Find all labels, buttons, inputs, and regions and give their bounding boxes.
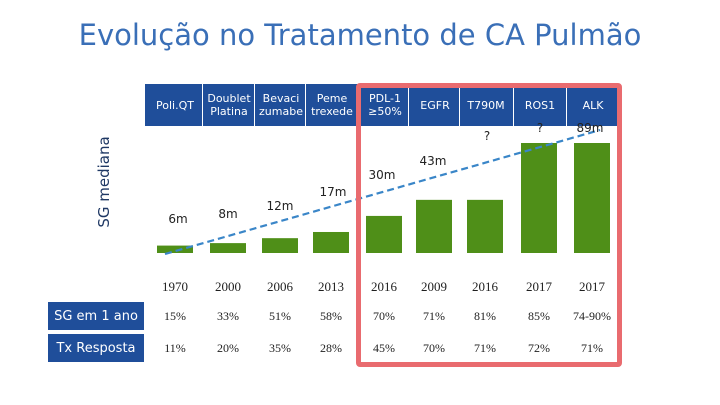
year-cell: 2009 [421, 279, 447, 294]
data-label: 12m [267, 199, 294, 213]
bar [467, 199, 503, 253]
table-cell: 71% [423, 309, 445, 323]
bar [157, 245, 193, 253]
table-cell: 85% [528, 309, 550, 323]
bar [313, 231, 349, 253]
table-cell: 71% [581, 341, 603, 355]
year-cell: 2016 [472, 279, 498, 294]
data-label: 8m [218, 207, 237, 221]
table-cell: 71% [474, 341, 496, 355]
year-cell: 2013 [318, 279, 344, 294]
data-label: 6m [168, 212, 187, 226]
table-cell: 70% [423, 341, 445, 355]
table-cell: 58% [320, 309, 342, 323]
bar [574, 143, 610, 253]
column-header: EGFR [408, 84, 461, 126]
bar [521, 143, 557, 253]
data-label: 17m [320, 185, 347, 199]
table-cell: 72% [528, 341, 550, 355]
trend-line [164, 128, 601, 256]
year-cell: 2017 [526, 279, 552, 294]
data-label: 43m [420, 154, 447, 168]
table-cell: 11% [164, 341, 186, 355]
data-label: 89m [577, 121, 604, 135]
column-header: Doublet Platina [202, 84, 255, 126]
year-cell: 2016 [371, 279, 397, 294]
year-cell: 2006 [267, 279, 293, 294]
table-cell: 20% [217, 341, 239, 355]
column-header: ALK [566, 84, 619, 126]
table-cell: 35% [269, 341, 291, 355]
highlight-box [356, 83, 622, 367]
table-cell: 81% [474, 309, 496, 323]
year-cell: 1970 [162, 279, 188, 294]
data-label: 30m [369, 168, 396, 182]
bar [210, 243, 246, 253]
bar [366, 215, 402, 253]
column-header: ROS1 [513, 84, 566, 126]
column-header: Bevaci zumabe [254, 84, 307, 126]
table-cell: 74-90% [573, 309, 611, 323]
column-header: Peme trexede [305, 84, 358, 126]
table-cell: 33% [217, 309, 239, 323]
data-label: ? [537, 121, 543, 135]
table-cell: 51% [269, 309, 291, 323]
column-header: T790M [459, 84, 512, 126]
bar [416, 199, 452, 253]
table-cell: 70% [373, 309, 395, 323]
table-cell: 28% [320, 341, 342, 355]
row-label-sg-1-ano: SG em 1 ano [48, 302, 144, 330]
header-bar [145, 84, 618, 126]
year-cell: 2000 [215, 279, 241, 294]
row-label-tx-resposta: Tx Resposta [48, 334, 144, 362]
column-header: Poli.QT [156, 98, 194, 112]
data-label: ? [484, 129, 490, 143]
bar [262, 238, 298, 253]
page-title: Evolução no Tratamento de CA Pulmão [78, 18, 642, 52]
year-cell: 2017 [579, 279, 605, 294]
table-cell: 45% [373, 341, 395, 355]
table-cell: 15% [164, 309, 186, 323]
